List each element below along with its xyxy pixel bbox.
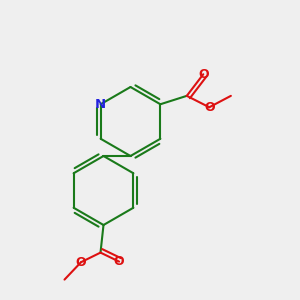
Text: O: O bbox=[114, 255, 124, 268]
Text: O: O bbox=[76, 256, 86, 269]
Text: O: O bbox=[198, 68, 208, 81]
Text: N: N bbox=[95, 98, 106, 111]
Text: O: O bbox=[204, 101, 214, 114]
